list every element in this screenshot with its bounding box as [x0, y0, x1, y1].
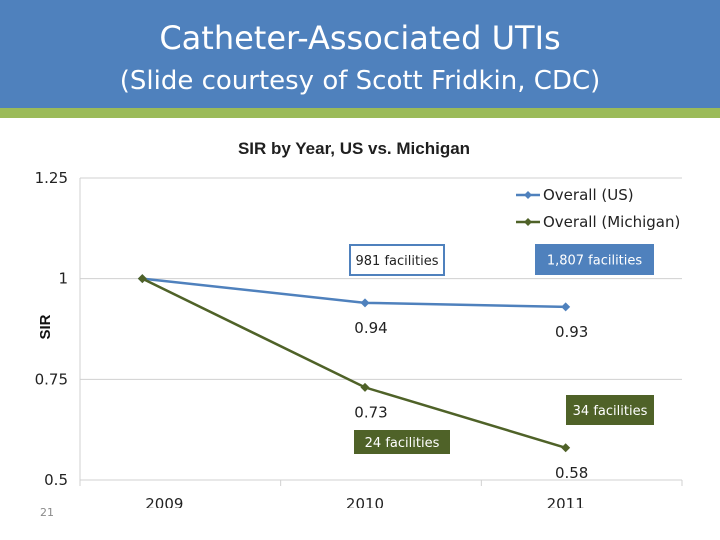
annotation-label: 24 facilities	[365, 436, 440, 451]
legend-label: Overall (Michigan)	[543, 213, 680, 231]
slide-number: 21	[40, 506, 54, 519]
data-label: 0.94	[354, 319, 387, 337]
annotation-label: 1,807 facilities	[547, 254, 643, 269]
legend-label: Overall (US)	[543, 186, 634, 204]
annotation-label: 981 facilities	[356, 254, 439, 269]
line-chart: SIR by Year, US vs. Michigan 1.25 1 0.75 0.5…	[35, 139, 683, 508]
x-tick-label: 2011	[547, 495, 585, 508]
data-label: 0.58	[555, 464, 588, 482]
series-point	[360, 298, 370, 308]
series-point	[137, 274, 147, 284]
data-label: 0.93	[555, 323, 588, 341]
slide-header	[0, 0, 720, 108]
y-tick-label: 0.75	[35, 370, 68, 388]
series-line-1	[141, 277, 567, 449]
annotation-label: 34 facilities	[573, 404, 648, 419]
legend-marker	[524, 218, 532, 226]
y-tick-label: 0.5	[44, 471, 68, 489]
series-point	[561, 302, 571, 312]
annotation-box	[349, 244, 445, 276]
x-tick-label: 2009	[145, 495, 183, 508]
slide-subtitle: (Slide courtesy of Scott Fridkin, CDC)	[119, 66, 601, 96]
data-label: 0.73	[354, 403, 387, 421]
legend-marker	[524, 191, 532, 199]
header-stripe	[0, 108, 720, 118]
annotation-box	[354, 430, 450, 454]
y-tick-label: 1	[58, 270, 68, 288]
y-tick-label: 1.25	[35, 169, 68, 187]
series-line-0	[142, 277, 566, 309]
x-tick-label: 2010	[346, 495, 384, 508]
annotation-box	[535, 244, 654, 275]
slide-title: Catheter-Associated UTIs	[159, 19, 561, 57]
series-point	[360, 382, 370, 392]
series-point	[561, 443, 571, 453]
chart-title: SIR by Year, US vs. Michigan	[238, 139, 470, 158]
y-axis-label: SIR	[37, 314, 54, 339]
annotation-box	[566, 395, 654, 425]
